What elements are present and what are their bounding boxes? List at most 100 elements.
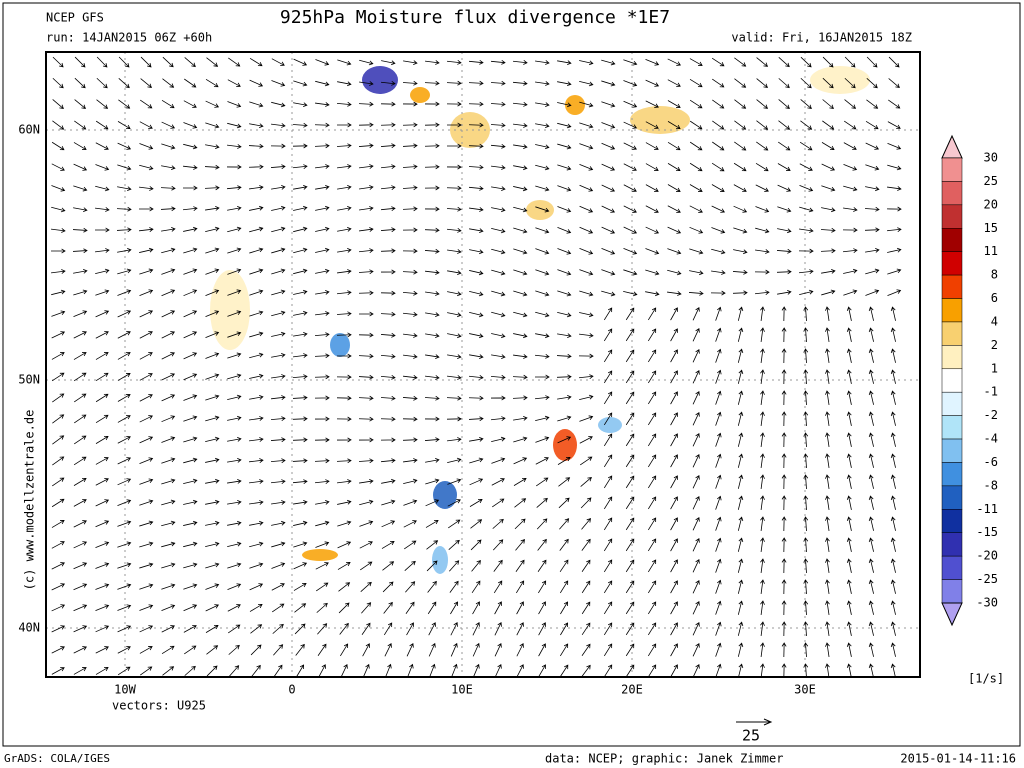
wind-arrow — [513, 477, 527, 486]
colorbar-label: 6 — [991, 291, 998, 305]
wind-arrow — [336, 143, 352, 149]
wind-arrow — [890, 306, 896, 321]
wind-arrow — [205, 226, 220, 233]
wind-arrow — [513, 311, 528, 318]
wind-arrow — [183, 394, 198, 401]
wind-arrow — [318, 664, 326, 678]
wind-arrow — [424, 185, 440, 191]
wind-arrow — [183, 520, 198, 526]
wind-arrow — [447, 457, 462, 463]
wind-arrow — [777, 228, 792, 234]
wind-arrow — [825, 474, 830, 489]
wind-arrow — [380, 164, 396, 170]
wind-arrow — [535, 436, 550, 443]
wind-arrow — [868, 432, 874, 447]
wind-arrow — [380, 122, 396, 128]
wind-arrow — [336, 395, 352, 401]
wind-arrow — [603, 391, 613, 405]
wind-arrow — [469, 228, 484, 234]
wind-arrow — [447, 270, 462, 276]
wind-arrow — [51, 206, 66, 213]
wind-arrow — [557, 60, 572, 66]
colorbar-label: -25 — [976, 572, 998, 586]
wind-arrow — [890, 474, 896, 489]
wind-arrow — [293, 58, 308, 66]
wind-arrow — [778, 57, 790, 68]
wind-arrow — [579, 184, 594, 192]
valid: valid: Fri, 16JAN2015 18Z — [731, 31, 912, 45]
colorbar-triangle — [941, 134, 963, 159]
wind-arrow — [865, 142, 880, 150]
wind-arrow — [825, 642, 830, 657]
wind-arrow — [843, 120, 857, 130]
wind-arrow — [337, 164, 352, 169]
wind-arrow — [95, 164, 110, 171]
wind-arrow — [407, 663, 414, 678]
colorbar-label: -6 — [984, 455, 998, 469]
wind-arrow — [844, 77, 856, 89]
wind-arrow — [161, 373, 176, 381]
wind-arrow — [403, 520, 417, 528]
wind-arrow — [579, 269, 594, 276]
wind-arrow — [337, 520, 352, 527]
wind-arrow — [491, 207, 506, 213]
wind-arrow — [336, 101, 352, 107]
wind-arrow — [512, 374, 528, 380]
wind-arrow — [760, 432, 765, 447]
wind-arrow — [117, 352, 131, 360]
wind-arrow — [557, 290, 572, 297]
wind-arrow — [579, 205, 594, 213]
wind-arrow — [625, 580, 635, 594]
wind-arrow — [760, 390, 765, 405]
wind-arrow — [358, 290, 374, 296]
wind-arrow — [358, 311, 374, 317]
wind-arrow — [95, 646, 109, 654]
wind-arrow — [579, 436, 593, 444]
wind-arrow — [95, 541, 110, 548]
wind-arrow — [846, 432, 852, 447]
wind-arrow — [205, 478, 220, 484]
wind-arrow — [515, 539, 526, 551]
wind-arrow — [647, 328, 657, 342]
wind-arrow — [73, 310, 88, 318]
wind-arrow — [424, 143, 440, 149]
wind-arrow — [737, 453, 744, 468]
wind-arrow — [494, 622, 502, 636]
wind-arrow — [380, 374, 396, 380]
wind-arrow — [535, 457, 549, 465]
wind-arrow — [667, 121, 681, 130]
wind-arrow — [336, 122, 352, 128]
wind-arrow — [249, 226, 264, 233]
wind-arrow — [890, 327, 896, 342]
wind-arrow — [51, 352, 65, 360]
wind-arrow — [667, 205, 681, 213]
wind-arrow — [227, 373, 242, 380]
field-blob — [362, 66, 398, 94]
wind-arrow — [846, 537, 852, 552]
wind-arrow — [781, 369, 787, 385]
wind-arrow — [559, 518, 570, 530]
wind-arrow — [822, 99, 834, 110]
wind-arrow — [271, 80, 286, 87]
wind-arrow — [670, 601, 678, 615]
wind-arrow — [425, 457, 440, 463]
wind-arrow — [868, 558, 874, 573]
wind-arrow — [183, 289, 198, 297]
wind-arrow — [647, 391, 657, 405]
wind-arrow — [161, 352, 175, 360]
wind-arrow — [73, 268, 88, 274]
wind-arrow — [227, 415, 242, 421]
wind-arrow — [249, 247, 264, 254]
wind-arrow — [781, 558, 787, 574]
colorbar-band — [941, 391, 963, 416]
wind-arrow — [51, 646, 65, 654]
wind-arrow — [448, 539, 460, 550]
colorbar: 30 25 20 15 11 8 6 4 2 1 -1 -2 -4 -6 -8 -11 -15 -20 -25 -30 — [941, 134, 998, 627]
wind-arrow — [733, 249, 748, 255]
wind-arrow — [803, 663, 809, 679]
wind-arrow — [715, 600, 722, 615]
wind-arrow — [557, 395, 572, 400]
wind-arrow — [315, 59, 330, 66]
wind-arrow — [205, 144, 220, 150]
wind-arrow — [579, 415, 594, 422]
